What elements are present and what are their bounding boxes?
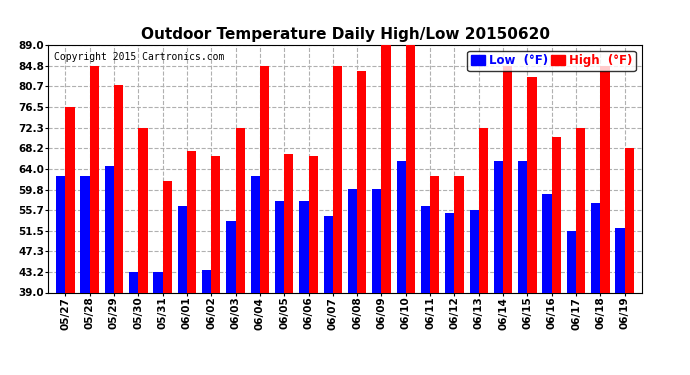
- Bar: [163, 181, 172, 292]
- Bar: [455, 176, 464, 292]
- Bar: [430, 176, 440, 292]
- Bar: [576, 128, 585, 292]
- Bar: [552, 136, 561, 292]
- Text: Copyright 2015 Cartronics.com: Copyright 2015 Cartronics.com: [55, 53, 225, 62]
- Bar: [81, 176, 90, 292]
- Bar: [518, 161, 527, 292]
- Bar: [494, 161, 503, 292]
- Bar: [372, 189, 382, 292]
- Bar: [542, 194, 552, 292]
- Bar: [527, 77, 537, 292]
- Bar: [90, 66, 99, 292]
- Bar: [624, 148, 634, 292]
- Bar: [382, 45, 391, 292]
- Bar: [153, 272, 163, 292]
- Bar: [333, 66, 342, 292]
- Bar: [503, 66, 512, 292]
- Bar: [275, 201, 284, 292]
- Bar: [178, 206, 187, 292]
- Bar: [324, 216, 333, 292]
- Bar: [348, 189, 357, 292]
- Bar: [479, 128, 488, 292]
- Bar: [397, 161, 406, 292]
- Bar: [138, 128, 148, 292]
- Bar: [187, 152, 196, 292]
- Bar: [615, 228, 624, 292]
- Bar: [105, 166, 114, 292]
- Bar: [211, 156, 221, 292]
- Bar: [284, 154, 293, 292]
- Bar: [226, 221, 235, 292]
- Bar: [308, 156, 318, 292]
- Bar: [250, 176, 260, 292]
- Bar: [406, 45, 415, 292]
- Title: Outdoor Temperature Daily High/Low 20150620: Outdoor Temperature Daily High/Low 20150…: [141, 27, 549, 42]
- Bar: [299, 201, 308, 292]
- Bar: [421, 206, 430, 292]
- Bar: [114, 85, 124, 292]
- Bar: [202, 270, 211, 292]
- Bar: [56, 176, 66, 292]
- Bar: [66, 107, 75, 292]
- Bar: [566, 231, 576, 292]
- Bar: [469, 210, 479, 292]
- Bar: [445, 213, 455, 292]
- Bar: [235, 128, 245, 292]
- Bar: [357, 71, 366, 292]
- Bar: [591, 203, 600, 292]
- Bar: [260, 66, 269, 292]
- Bar: [600, 66, 609, 292]
- Legend: Low  (°F), High  (°F): Low (°F), High (°F): [467, 51, 635, 71]
- Bar: [129, 272, 138, 292]
